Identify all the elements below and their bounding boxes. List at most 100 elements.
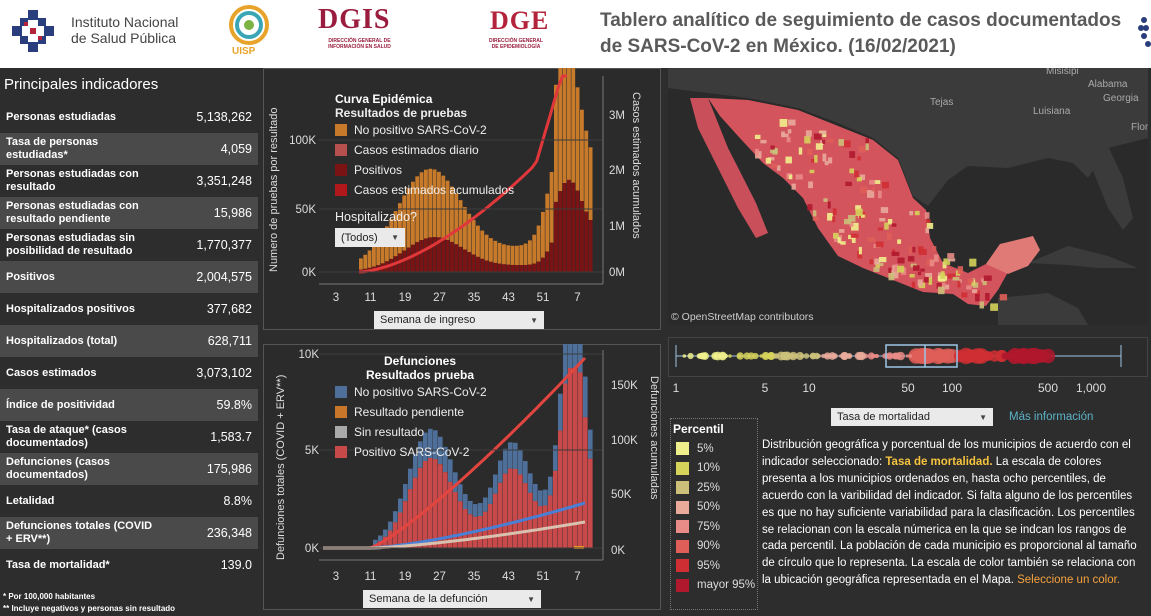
legend-item[interactable]: Casos estimados acumulados bbox=[335, 180, 514, 200]
municipio-shape[interactable] bbox=[849, 151, 856, 158]
municipio-shape[interactable] bbox=[807, 204, 813, 211]
box-point[interactable] bbox=[894, 353, 900, 359]
municipio-shape[interactable] bbox=[975, 290, 981, 297]
municipio-shape[interactable] bbox=[933, 254, 939, 262]
municipio-shape[interactable] bbox=[999, 294, 1008, 301]
box-point[interactable] bbox=[687, 352, 694, 360]
mexico-map[interactable]: Misisipi Alabama Georgia Tejas Luisiana Flori… bbox=[668, 68, 1148, 325]
municipio-shape[interactable] bbox=[760, 139, 767, 144]
municipio-shape[interactable] bbox=[969, 258, 977, 267]
municipio-shape[interactable] bbox=[795, 174, 803, 180]
box-point[interactable] bbox=[908, 354, 913, 358]
municipio-shape[interactable] bbox=[873, 180, 881, 184]
municipio-shape[interactable] bbox=[945, 284, 950, 290]
municipio-shape[interactable] bbox=[798, 147, 803, 155]
municipio-shape[interactable] bbox=[897, 239, 902, 244]
municipio-shape[interactable] bbox=[952, 277, 960, 281]
municipio-shape[interactable] bbox=[947, 273, 956, 279]
box-point[interactable] bbox=[830, 353, 836, 359]
municipio-shape[interactable] bbox=[845, 181, 852, 187]
municipio-shape[interactable] bbox=[770, 145, 775, 150]
box-point[interactable] bbox=[1035, 353, 1041, 359]
municipio-shape[interactable] bbox=[867, 237, 876, 242]
municipio-shape[interactable] bbox=[909, 210, 914, 216]
municipio-shape[interactable] bbox=[855, 205, 862, 211]
box-point[interactable] bbox=[682, 354, 687, 358]
box-point[interactable] bbox=[759, 354, 763, 358]
box-point[interactable] bbox=[957, 347, 975, 365]
municipio-shape[interactable] bbox=[808, 181, 813, 189]
municipio-shape[interactable] bbox=[888, 267, 892, 274]
municipio-shape[interactable] bbox=[878, 263, 884, 267]
municipio-shape[interactable] bbox=[781, 131, 785, 138]
box-point[interactable] bbox=[809, 354, 813, 358]
municipio-shape[interactable] bbox=[891, 223, 897, 227]
municipio-shape[interactable] bbox=[879, 218, 886, 222]
municipio-shape[interactable] bbox=[839, 229, 845, 233]
municipio-shape[interactable] bbox=[815, 143, 823, 150]
municipio-shape[interactable] bbox=[843, 140, 851, 148]
municipio-shape[interactable] bbox=[805, 130, 812, 137]
municipio-shape[interactable] bbox=[947, 253, 955, 259]
municipio-shape[interactable] bbox=[807, 148, 813, 156]
municipio-shape[interactable] bbox=[975, 294, 980, 302]
municipio-shape[interactable] bbox=[871, 187, 875, 192]
box-point[interactable] bbox=[1020, 353, 1025, 359]
municipio-shape[interactable] bbox=[894, 264, 898, 273]
municipio-shape[interactable] bbox=[782, 133, 789, 138]
municipio-shape[interactable] bbox=[849, 222, 854, 227]
box-point[interactable] bbox=[701, 352, 709, 360]
municipio-shape[interactable] bbox=[884, 222, 889, 230]
municipio-shape[interactable] bbox=[858, 246, 862, 255]
municipio-shape[interactable] bbox=[849, 168, 855, 174]
municipio-shape[interactable] bbox=[867, 190, 875, 198]
legend-item[interactable]: Positivo SARS-CoV-2 bbox=[335, 442, 505, 462]
municipio-shape[interactable] bbox=[827, 201, 831, 209]
municipio-shape[interactable] bbox=[926, 222, 934, 229]
municipio-shape[interactable] bbox=[857, 156, 861, 161]
municipio-shape[interactable] bbox=[880, 207, 889, 214]
box-point[interactable] bbox=[728, 354, 732, 358]
hospitalizado-filter-select[interactable]: (Todos) ▼ bbox=[335, 228, 405, 247]
municipio-shape[interactable] bbox=[791, 183, 796, 190]
municipio-shape[interactable] bbox=[832, 208, 837, 216]
municipio-shape[interactable] bbox=[787, 129, 792, 134]
box-point[interactable] bbox=[821, 353, 826, 359]
box-point[interactable] bbox=[911, 350, 924, 362]
box-point[interactable] bbox=[1001, 352, 1009, 360]
municipio-shape[interactable] bbox=[897, 257, 905, 264]
municipio-shape[interactable] bbox=[886, 232, 892, 241]
box-point[interactable] bbox=[752, 352, 759, 360]
municipio-shape[interactable] bbox=[857, 250, 863, 259]
municipio-shape[interactable] bbox=[957, 266, 964, 274]
percentil-item[interactable]: mayor 95% bbox=[676, 576, 757, 596]
municipio-shape[interactable] bbox=[813, 210, 817, 217]
municipio-shape[interactable] bbox=[914, 210, 920, 216]
municipio-shape[interactable] bbox=[990, 303, 998, 311]
percentil-item[interactable]: 90% bbox=[676, 537, 757, 557]
municipio-shape[interactable] bbox=[972, 282, 979, 288]
box-point[interactable] bbox=[766, 353, 771, 359]
box-point[interactable] bbox=[870, 353, 876, 359]
municipio-shape[interactable] bbox=[918, 248, 927, 256]
municipio-shape[interactable] bbox=[924, 212, 930, 219]
municipio-shape[interactable] bbox=[786, 137, 791, 143]
municipio-shape[interactable] bbox=[882, 181, 889, 189]
municipio-shape[interactable] bbox=[822, 153, 827, 162]
municipio-shape[interactable] bbox=[856, 177, 862, 182]
municipio-shape[interactable] bbox=[971, 282, 976, 286]
percentil-item[interactable]: 95% bbox=[676, 556, 757, 576]
municipio-shape[interactable] bbox=[912, 265, 920, 271]
municipio-shape[interactable] bbox=[966, 285, 972, 290]
municipio-shape[interactable] bbox=[827, 138, 834, 143]
municipio-shape[interactable] bbox=[887, 219, 893, 225]
percentil-item[interactable]: 10% bbox=[676, 459, 757, 479]
box-point[interactable] bbox=[840, 351, 849, 361]
box-point[interactable] bbox=[847, 354, 851, 358]
municipio-shape[interactable] bbox=[754, 148, 759, 156]
municipio-shape[interactable] bbox=[785, 156, 792, 164]
municipio-shape[interactable] bbox=[936, 282, 942, 289]
box-point[interactable] bbox=[780, 351, 790, 361]
municipio-shape[interactable] bbox=[843, 218, 852, 225]
municipio-shape[interactable] bbox=[961, 292, 968, 298]
